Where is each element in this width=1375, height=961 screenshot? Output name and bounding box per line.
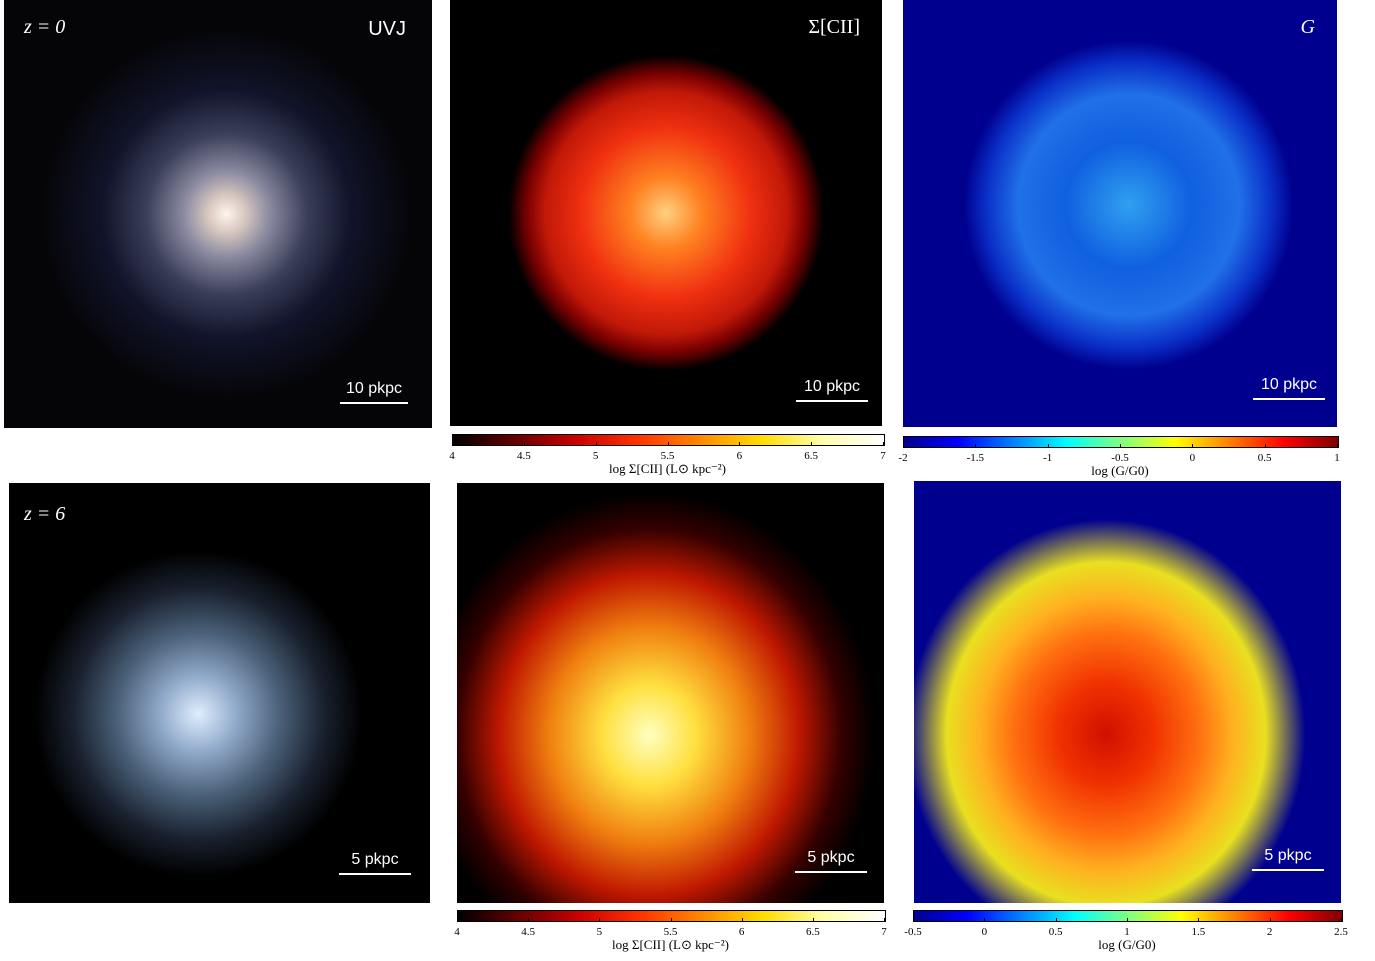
colorbar-label: log Σ[CII] (L⊙ kpc⁻²) [612, 937, 729, 952]
tick-mark [1198, 918, 1200, 922]
tick-label: 6 [736, 450, 743, 462]
tick-label: 5.5 [663, 926, 678, 938]
scale-bar: 10 pkpc [796, 378, 868, 402]
tick-label: -0.5 [904, 926, 922, 938]
tick-label: 2 [1266, 926, 1273, 938]
tick-mark [903, 444, 904, 448]
tick-label: 0 [981, 926, 988, 938]
image-panel: G 10 pkpc [903, 0, 1337, 427]
tick-mark [812, 918, 814, 922]
tick-mark [975, 444, 977, 448]
tick-mark [1337, 444, 1338, 448]
tick-label: 7 [880, 450, 886, 462]
tick-label: 5.5 [660, 450, 675, 462]
redshift-label: z = 6 [24, 503, 66, 525]
tick-mark [457, 918, 458, 922]
tick-label: 1 [1124, 926, 1130, 938]
colorbar [913, 910, 1343, 922]
image-panel: 5 pkpc [914, 481, 1341, 903]
redshift-label: z = 0 [24, 16, 66, 38]
scale-bar: 10 pkpc [1253, 376, 1325, 400]
image-panel: 5 pkpc [457, 483, 884, 903]
tick-mark [595, 442, 597, 446]
tick-label: -1.5 [966, 452, 985, 464]
tick-label: 5 [596, 926, 603, 938]
tick-mark [883, 442, 884, 446]
image-panel: z = 0 UVJ 10 pkpc [4, 0, 432, 428]
tick-label: 0.5 [1048, 926, 1063, 938]
tick-label: 0 [1189, 452, 1196, 464]
image-panel: Σ[CII] 10 pkpc [450, 0, 882, 426]
tick-label: -1 [1043, 452, 1053, 464]
panel-title: G [1300, 16, 1315, 38]
tick-mark [913, 918, 914, 922]
panel-title: UVJ [368, 18, 406, 40]
tick-mark [884, 918, 885, 922]
colorbar-label: log Σ[CII] (L⊙ kpc⁻²) [609, 461, 726, 476]
tick-label: 6.5 [805, 926, 820, 938]
tick-label: 5 [592, 450, 599, 462]
tick-label: 7 [881, 926, 887, 938]
colorbar [457, 910, 886, 922]
tick-label: 6.5 [804, 450, 819, 462]
colorbar [452, 434, 885, 446]
tick-mark [667, 442, 669, 446]
tick-mark [811, 442, 813, 446]
tick-label: -2 [898, 452, 908, 464]
tick-mark [1341, 918, 1342, 922]
tick-label: 1 [1334, 452, 1340, 464]
tick-mark [1127, 918, 1128, 922]
scale-bar: 5 pkpc [339, 851, 411, 875]
scale-bar: 5 pkpc [795, 849, 867, 873]
tick-mark [452, 442, 453, 446]
tick-mark [1192, 444, 1194, 448]
tick-mark [741, 918, 743, 922]
tick-label: 1.5 [1191, 926, 1206, 938]
tick-mark [670, 918, 672, 922]
tick-label: 4.5 [516, 450, 531, 462]
tick-mark [1055, 918, 1057, 922]
tick-label: 2.5 [1334, 926, 1348, 938]
tick-mark [1120, 444, 1121, 448]
tick-label: 6 [738, 926, 745, 938]
tick-mark [739, 442, 741, 446]
tick-label: 4 [449, 450, 455, 462]
tick-mark [1269, 918, 1271, 922]
tick-mark [528, 918, 530, 922]
image-panel: z = 6 5 pkpc [9, 483, 430, 903]
tick-label: 4 [454, 926, 460, 938]
colorbar [903, 436, 1339, 448]
panel-title: Σ[CII] [808, 16, 860, 38]
tick-mark [599, 918, 601, 922]
scale-bar: 10 pkpc [340, 380, 408, 404]
tick-label: -0.5 [1111, 452, 1129, 464]
tick-label: 0.5 [1257, 452, 1272, 464]
tick-mark [523, 442, 525, 446]
tick-label: 4.5 [521, 926, 536, 938]
tick-mark [1264, 444, 1266, 448]
colorbar-label: log (G/G0) [1098, 937, 1156, 952]
tick-mark [984, 918, 986, 922]
colorbar-label: log (G/G0) [1091, 463, 1149, 478]
tick-mark [1047, 444, 1049, 448]
scale-bar: 5 pkpc [1252, 847, 1324, 871]
